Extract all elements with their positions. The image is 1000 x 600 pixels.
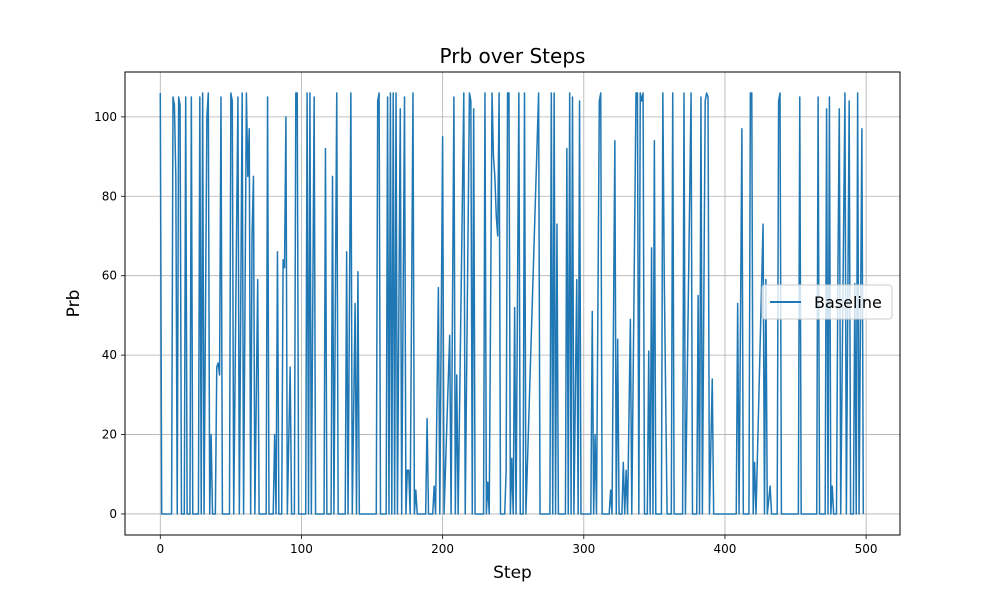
y-tick-label: 60 — [102, 269, 117, 283]
x-tick-label: 300 — [572, 542, 595, 556]
legend-label-baseline: Baseline — [814, 293, 882, 312]
series-layer — [159, 92, 865, 515]
y-tick-label: 100 — [94, 110, 117, 124]
x-tick-label: 100 — [290, 542, 313, 556]
chart-title: Prb over Steps — [440, 44, 586, 68]
legend-box — [761, 284, 893, 320]
y-tick-label: 80 — [102, 189, 117, 203]
x-tick-label: 400 — [714, 542, 737, 556]
x-tick-label: 0 — [156, 542, 164, 556]
y-axis-label: Prb — [64, 290, 84, 318]
y-tick-label: 20 — [102, 428, 117, 442]
x-axis-label: Step — [493, 563, 532, 583]
legend: Baseline — [761, 284, 893, 320]
axis-ticks: 0 100 200 300 400 500 0 20 40 60 80 100 — [94, 110, 877, 556]
y-tick-label: 0 — [109, 507, 117, 521]
x-tick-label: 200 — [431, 542, 454, 556]
plot-frame — [124, 71, 901, 536]
series-line-baseline — [159, 92, 865, 515]
x-tick-label: 500 — [855, 542, 878, 556]
y-tick-label: 40 — [102, 348, 117, 362]
